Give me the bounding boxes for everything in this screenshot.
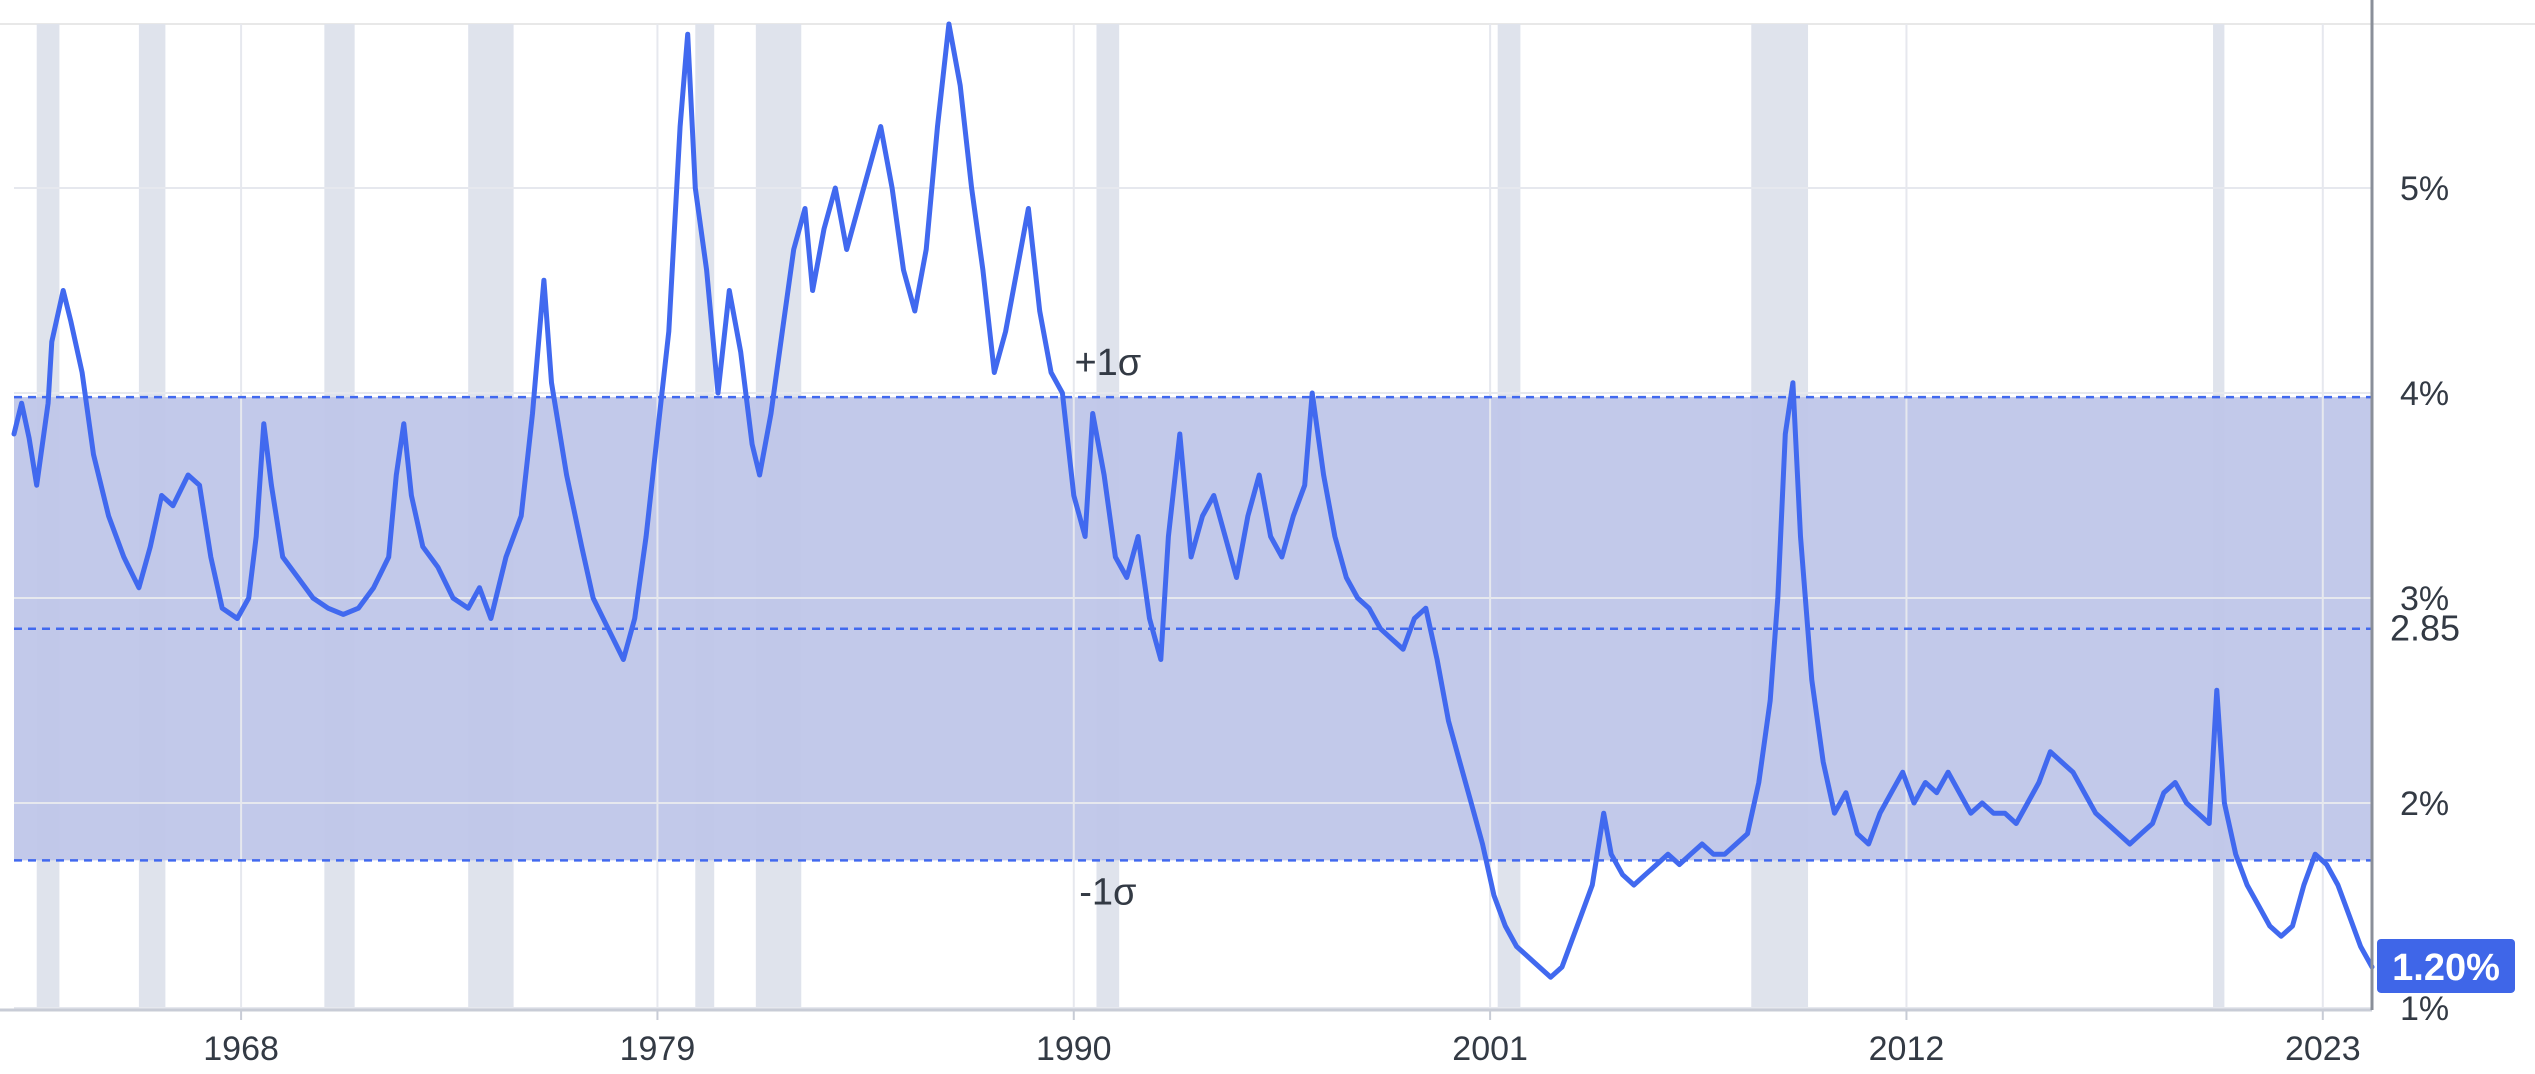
series-line bbox=[11, 21, 2375, 980]
upper-sigma-label: +1σ bbox=[1074, 342, 1141, 384]
last-value-label: 1.20% bbox=[2392, 947, 2500, 989]
mean-value-label: 2.85 bbox=[2390, 608, 2460, 649]
last-value-badge bbox=[2377, 938, 2515, 993]
y-tick-label: 2% bbox=[2400, 785, 2449, 823]
lower-sigma-label: -1σ bbox=[1079, 871, 1136, 913]
y-axis-ticks: 1% 2% 3% 4% 5% bbox=[2400, 170, 2449, 1028]
grid-lines bbox=[14, 24, 2372, 1010]
y-tick-label: 3% bbox=[2400, 580, 2449, 618]
y-tick-label: 1% bbox=[2400, 990, 2449, 1028]
x-tick-label: 1979 bbox=[620, 1030, 696, 1068]
x-tick-label: 2012 bbox=[1869, 1030, 1945, 1068]
y-tick-label: 4% bbox=[2400, 375, 2449, 413]
x-tick-label: 1990 bbox=[1036, 1030, 1112, 1068]
x-axis-ticks: 1968 1979 1990 2001 2012 2023 bbox=[203, 1010, 2361, 1068]
x-tick-label: 2001 bbox=[1452, 1030, 1528, 1068]
x-tick-label: 1968 bbox=[203, 1030, 279, 1068]
y-tick-label: 5% bbox=[2400, 170, 2449, 208]
x-tick-label: 2023 bbox=[2285, 1030, 2361, 1068]
